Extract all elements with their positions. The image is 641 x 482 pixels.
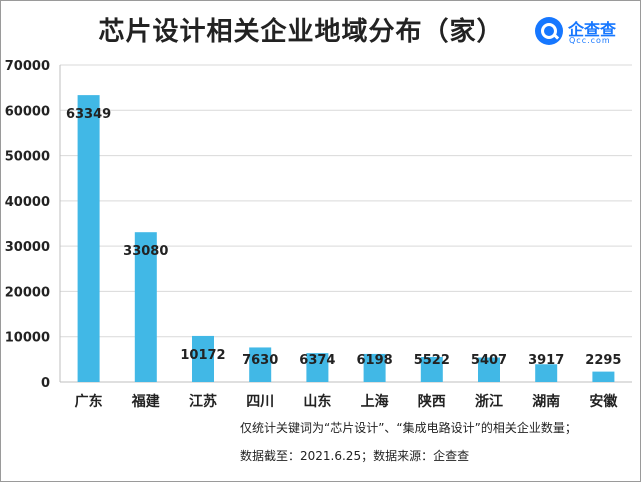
data-label: 6198 [357, 353, 393, 368]
bar [192, 335, 214, 382]
bar [306, 353, 329, 382]
data-label: 2295 [585, 353, 621, 368]
data-label: 3917 [528, 353, 564, 368]
magnifier-logo-icon [535, 17, 563, 45]
data-label: 5407 [471, 353, 507, 368]
data-label: 7630 [242, 353, 278, 368]
bar [420, 356, 443, 382]
data-label: 63349 [66, 107, 111, 122]
x-tick-label: 江苏 [189, 393, 217, 410]
data-label: 33080 [123, 244, 168, 259]
y-tick-label: 50000 [5, 150, 50, 165]
bar [77, 95, 100, 382]
y-tick-label: 20000 [5, 285, 50, 300]
bar [478, 357, 500, 382]
chart-title: 芯片设计相关企业地域分布（家） [98, 17, 504, 47]
bar [134, 232, 157, 382]
y-tick-label: 40000 [5, 195, 50, 210]
x-tick-label: 山东 [303, 393, 331, 410]
footnote-source: 数据截至：2021.6.25；数据来源：企查查 [240, 449, 470, 463]
y-tick-label: 70000 [5, 59, 50, 74]
y-tick-label: 60000 [5, 104, 50, 119]
y-tick-label: 0 [41, 376, 50, 391]
y-tick-label: 10000 [5, 331, 50, 346]
x-tick-label: 湖南 [532, 393, 560, 410]
bar [592, 371, 615, 382]
x-tick-label: 安徽 [589, 393, 618, 410]
qcc-logo: 企查查 Qcc.com [535, 15, 635, 49]
x-tick-label: 陕西 [418, 393, 446, 410]
y-tick-label: 30000 [5, 240, 50, 255]
footnote-scope: 仅统计关键词为“芯片设计”、“集成电路设计”的相关企业数量； [240, 421, 577, 435]
data-label: 5522 [414, 353, 450, 368]
x-tick-label: 上海 [361, 393, 389, 410]
x-tick-label: 四川 [246, 394, 274, 410]
bar [535, 364, 558, 382]
logo-text: 企查查 [568, 20, 617, 39]
data-label: 6374 [299, 353, 335, 368]
data-label: 10172 [180, 348, 225, 363]
x-tick-label: 浙江 [475, 393, 503, 410]
x-tick-label: 福建 [131, 393, 160, 410]
x-tick-label: 广东 [75, 393, 103, 410]
bar [249, 347, 272, 382]
bar [363, 353, 386, 382]
logo-subtext: Qcc.com [569, 36, 611, 45]
